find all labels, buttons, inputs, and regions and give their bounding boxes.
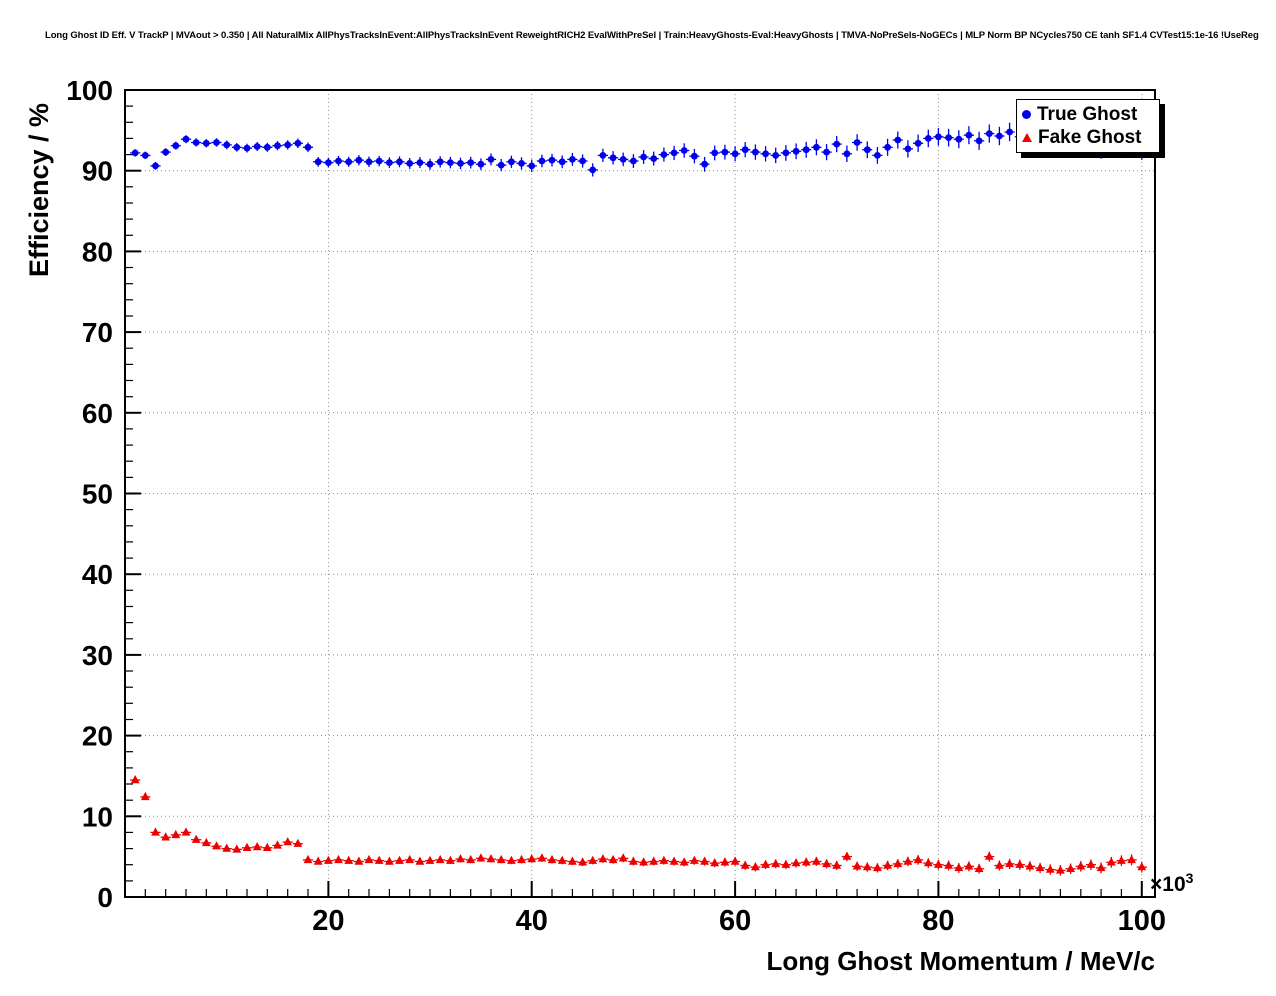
- series-fake-ghost: [130, 775, 1147, 876]
- series-true-ghost: [130, 122, 1147, 177]
- x-tick-label: 20: [312, 905, 344, 937]
- y-tick-label: 100: [66, 75, 113, 106]
- x-tick-label: 80: [922, 905, 954, 937]
- plot-frame: [124, 89, 1156, 898]
- x-multiplier-exponent: 3: [1185, 870, 1194, 886]
- plot-title: Long Ghost ID Eff. V TrackP | MVAout > 0…: [45, 30, 1259, 41]
- legend-item-true-ghost: True Ghost: [1022, 103, 1154, 126]
- x-tick-label: 60: [719, 905, 751, 937]
- y-tick-label: 70: [82, 317, 113, 348]
- legend-label-fake-ghost: Fake Ghost: [1038, 127, 1142, 148]
- minor-ticks: [125, 105, 1143, 897]
- legend: True Ghost Fake Ghost: [1016, 99, 1160, 153]
- x-tick-label: 40: [516, 905, 548, 937]
- x-multiplier-base: ×10: [1150, 873, 1186, 896]
- y-tick-label: 20: [82, 721, 113, 752]
- y-tick-label: 80: [82, 236, 113, 267]
- major-ticks: 20 40 60 80 100 0 10 20 30 40 50 60 70 80 90 100: [66, 75, 1166, 937]
- y-tick-label: 10: [82, 801, 113, 832]
- circle-marker-icon: [1022, 110, 1031, 119]
- x-tick-label: 100: [1118, 905, 1166, 937]
- triangle-marker-icon: [1022, 133, 1032, 142]
- legend-label-true-ghost: True Ghost: [1037, 104, 1138, 125]
- x-axis-multiplier: ×103: [1150, 870, 1193, 897]
- legend-item-fake-ghost: Fake Ghost: [1022, 126, 1154, 149]
- y-tick-label: 30: [82, 640, 113, 671]
- y-tick-label: 90: [82, 156, 113, 187]
- y-tick-label: 50: [82, 479, 113, 510]
- y-tick-label: 0: [97, 882, 113, 913]
- gridlines: [125, 90, 1155, 897]
- y-axis-title: Efficiency / %: [24, 102, 54, 277]
- y-tick-label: 40: [82, 559, 113, 590]
- y-tick-label: 60: [82, 398, 113, 429]
- x-axis-title: Long Ghost Momentum / MeV/c: [766, 946, 1155, 976]
